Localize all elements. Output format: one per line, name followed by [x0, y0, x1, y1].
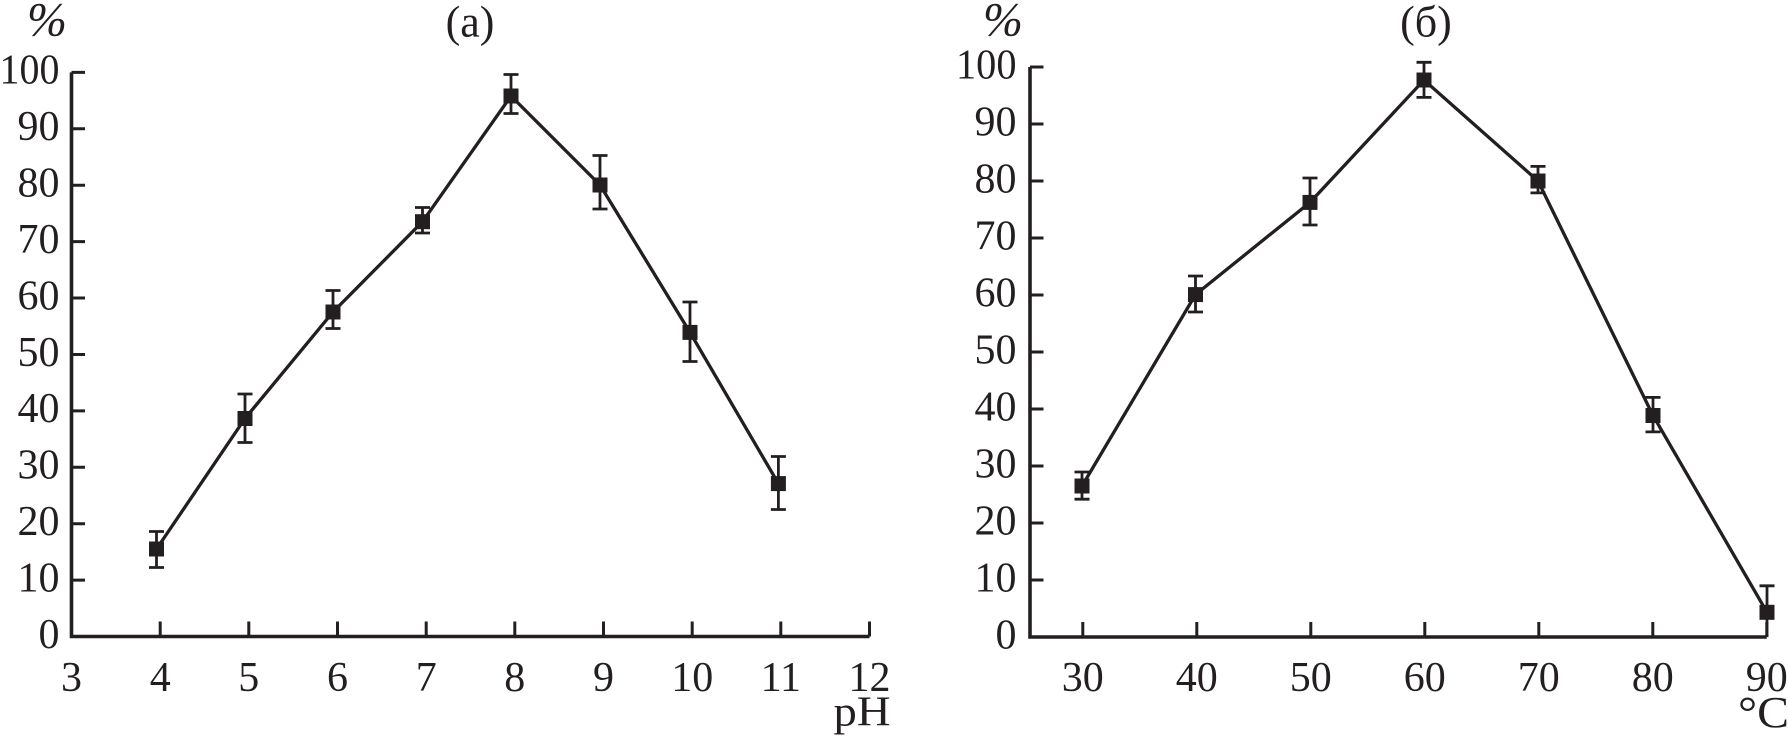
- svg-text:9: 9: [593, 655, 614, 701]
- svg-text:10: 10: [671, 655, 713, 701]
- svg-text:90: 90: [18, 104, 60, 150]
- svg-text:12: 12: [849, 655, 891, 701]
- svg-text:(б): (б): [1400, 0, 1452, 46]
- svg-text:10: 10: [18, 555, 60, 601]
- svg-text:3: 3: [61, 655, 82, 701]
- svg-text:100: 100: [956, 42, 1017, 88]
- svg-text:40: 40: [975, 384, 1017, 430]
- svg-text:8: 8: [504, 655, 525, 701]
- svg-text:4: 4: [150, 655, 171, 701]
- svg-text:70: 70: [975, 213, 1017, 259]
- svg-text:80: 80: [1632, 655, 1674, 701]
- svg-text:90: 90: [975, 99, 1017, 145]
- svg-text:70: 70: [18, 217, 60, 263]
- svg-text:0: 0: [39, 612, 60, 658]
- svg-text:°C: °C: [1738, 688, 1788, 737]
- svg-text:90: 90: [1746, 655, 1788, 701]
- svg-text:6: 6: [327, 655, 348, 701]
- svg-text:10: 10: [975, 555, 1017, 601]
- svg-text:(a): (a): [446, 0, 495, 46]
- svg-text:pH: pH: [834, 690, 891, 736]
- svg-text:50: 50: [18, 330, 60, 376]
- svg-text:5: 5: [238, 655, 259, 701]
- svg-text:40: 40: [1176, 655, 1218, 701]
- svg-text:7: 7: [416, 655, 437, 701]
- svg-text:20: 20: [975, 498, 1017, 544]
- svg-text:50: 50: [1290, 655, 1332, 701]
- svg-text:60: 60: [18, 273, 60, 319]
- svg-text:60: 60: [1404, 655, 1446, 701]
- svg-text:%: %: [27, 0, 67, 47]
- svg-text:30: 30: [18, 443, 60, 489]
- svg-text:%: %: [983, 0, 1023, 47]
- svg-text:70: 70: [1518, 655, 1560, 701]
- svg-text:40: 40: [18, 386, 60, 432]
- svg-text:20: 20: [18, 499, 60, 545]
- svg-text:30: 30: [1062, 655, 1104, 701]
- svg-text:50: 50: [975, 327, 1017, 373]
- svg-text:11: 11: [761, 655, 801, 701]
- svg-text:0: 0: [996, 612, 1017, 658]
- svg-text:30: 30: [975, 441, 1017, 487]
- svg-text:60: 60: [975, 270, 1017, 316]
- svg-text:80: 80: [18, 161, 60, 207]
- svg-text:80: 80: [975, 156, 1017, 202]
- svg-text:100: 100: [0, 48, 60, 94]
